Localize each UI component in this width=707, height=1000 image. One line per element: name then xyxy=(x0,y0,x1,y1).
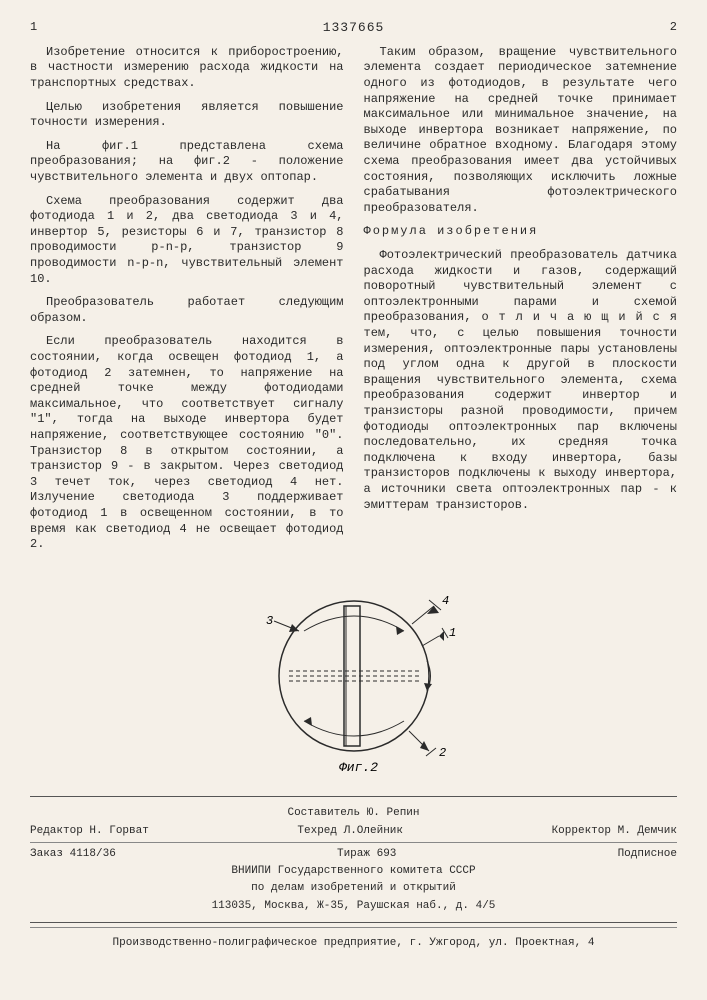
label-1: 1 xyxy=(449,626,456,640)
label-3: 3 xyxy=(266,614,273,628)
c1-p6: Если преобразователь находится в состоян… xyxy=(30,334,344,552)
c1-p3: На фиг.1 представлена схема преобразован… xyxy=(30,139,344,186)
c1-p1: Изобретение относится к приборостроению,… xyxy=(30,45,344,92)
address: 113035, Москва, Ж-35, Раушская наб., д. … xyxy=(30,899,677,913)
arc-bottom xyxy=(304,721,404,736)
header: 1 1337665 2 xyxy=(30,20,677,37)
printer-line: Производственно-полиграфическое предприя… xyxy=(30,936,677,950)
label-4: 4 xyxy=(442,594,449,608)
formula-title: Формула изобретения xyxy=(364,224,678,240)
figure-2: 3 4 1 2 Фиг.2 xyxy=(30,576,677,782)
arc-top xyxy=(304,616,404,631)
c1-p4: Схема преобразования содержит два фотоди… xyxy=(30,194,344,288)
org1: ВНИИПИ Государственного комитета СССР xyxy=(30,864,677,878)
patent-number: 1337665 xyxy=(323,20,385,37)
text-columns: Изобретение относится к приборостроению,… xyxy=(30,45,677,561)
diode-2-icon xyxy=(420,741,429,751)
diagram-svg: 3 4 1 2 Фиг.2 xyxy=(244,576,464,776)
diode-1-icon xyxy=(439,631,444,641)
techred: Техред Л.Олейник xyxy=(297,824,403,838)
c1-p2: Целью изобретения является повышение точ… xyxy=(30,100,344,131)
editor: Редактор Н. Горват xyxy=(30,824,149,838)
corrector: Корректор М. Демчик xyxy=(552,824,677,838)
c2-p1: Таким образом, вращение чувствительного … xyxy=(364,45,678,217)
col2-num: 2 xyxy=(670,20,677,37)
compiler: Составитель Ю. Репин xyxy=(30,806,677,820)
subscription: Подписное xyxy=(618,847,677,861)
label-2: 2 xyxy=(439,746,446,760)
col1-num: 1 xyxy=(30,20,37,37)
column-2: Таким образом, вращение чувствительного … xyxy=(364,45,678,561)
footer-block: Составитель Ю. Репин Редактор Н. Горват … xyxy=(30,796,677,923)
diode-3-icon xyxy=(289,624,299,632)
figure-caption: Фиг.2 xyxy=(339,760,378,775)
org2: по делам изобретений и открытий xyxy=(30,881,677,895)
c1-p5: Преобразователь работает следующим образ… xyxy=(30,295,344,326)
column-1: Изобретение относится к приборостроению,… xyxy=(30,45,344,561)
order: Заказ 4118/36 xyxy=(30,847,116,861)
circulation: Тираж 693 xyxy=(337,847,396,861)
c2-p2: Фотоэлектрический преобразователь датчик… xyxy=(364,248,678,513)
